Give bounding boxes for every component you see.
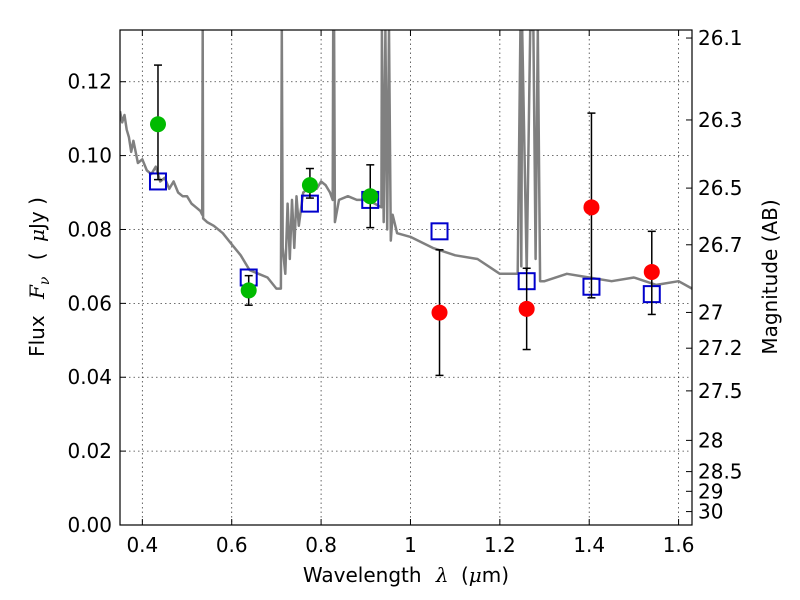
magnitude-tick-label: 27 bbox=[698, 300, 723, 324]
y-tick-label: 0.10 bbox=[67, 144, 112, 168]
x-tick-label: 1 bbox=[404, 533, 417, 557]
non-detection-point bbox=[583, 199, 600, 216]
y-axis-title-subscript: ν bbox=[37, 276, 53, 285]
x-tick-label: 1.6 bbox=[663, 533, 695, 557]
x-tick-label: 1.4 bbox=[573, 533, 605, 557]
magnitude-tick-label: 26.5 bbox=[698, 176, 743, 200]
y-axis-title: Flux Fν ( μJy ) bbox=[25, 197, 54, 357]
model-photometry-square bbox=[430, 222, 449, 241]
magnitude-axis-title: Magnitude (AB) bbox=[758, 199, 782, 354]
non-detection-point bbox=[431, 304, 448, 321]
y-tick-label: 0.06 bbox=[67, 291, 112, 315]
magnitude-tick-label: 27.5 bbox=[698, 379, 743, 403]
x-tick-label: 0.6 bbox=[216, 533, 248, 557]
grid bbox=[120, 30, 692, 526]
y-tick-label: 0.04 bbox=[67, 365, 112, 389]
x-axis-title: Wavelength λ (μm) bbox=[303, 563, 509, 587]
non-detection-point bbox=[643, 263, 660, 280]
x-tick-label: 0.4 bbox=[126, 533, 158, 557]
y-tick-label: 0.00 bbox=[67, 513, 112, 537]
y-axis-title-unit-open: ( bbox=[25, 252, 49, 260]
y-axis-title-unit-rest: Jy ) bbox=[25, 197, 49, 231]
non-detection-point bbox=[518, 300, 535, 317]
y-tick-label: 0.02 bbox=[67, 439, 112, 463]
magnitude-tick-label: 28 bbox=[698, 428, 723, 452]
plot-frame bbox=[119, 29, 693, 526]
y-tick-label: 0.12 bbox=[67, 70, 112, 94]
magnitude-tick-label: 26.7 bbox=[698, 233, 743, 257]
magnitude-tick-label: 27.2 bbox=[698, 336, 743, 360]
magnitude-tick-label: 26.3 bbox=[698, 108, 743, 132]
detection-point bbox=[240, 282, 257, 299]
y-axis-title-unit-mu: μ bbox=[25, 229, 49, 242]
plot-area bbox=[120, 30, 692, 377]
magnitude-tick-label: 26.1 bbox=[698, 26, 743, 50]
axis-ticks: 0.4 0.6 0.8 1 1.2 1.4 1.6 0.00 0.02 0.04 0.06 0.08 0… bbox=[67, 26, 742, 557]
x-axis-title-unit-mu: μ bbox=[469, 563, 482, 587]
detection-point bbox=[149, 116, 166, 133]
detection-point bbox=[362, 188, 379, 205]
x-tick-label: 1.2 bbox=[484, 533, 516, 557]
magnitude-tick-label: 30 bbox=[698, 500, 723, 524]
x-tick-label: 0.8 bbox=[305, 533, 337, 557]
x-axis-title-symbol: λ bbox=[435, 563, 449, 587]
magnitude-tick-label: 28.5 bbox=[698, 460, 743, 484]
y-axis-title-main: Flux bbox=[25, 315, 49, 357]
x-axis-title-unit-open: ( bbox=[461, 563, 469, 587]
y-tick-label: 0.08 bbox=[67, 217, 112, 241]
x-axis-title-main: Wavelength bbox=[303, 563, 422, 587]
detection-point bbox=[301, 177, 318, 194]
magnitude-tick-label: 29 bbox=[698, 479, 723, 503]
x-axis-title-unit-rest: m) bbox=[482, 563, 509, 587]
y-axis-title-symbol: F bbox=[25, 284, 49, 300]
